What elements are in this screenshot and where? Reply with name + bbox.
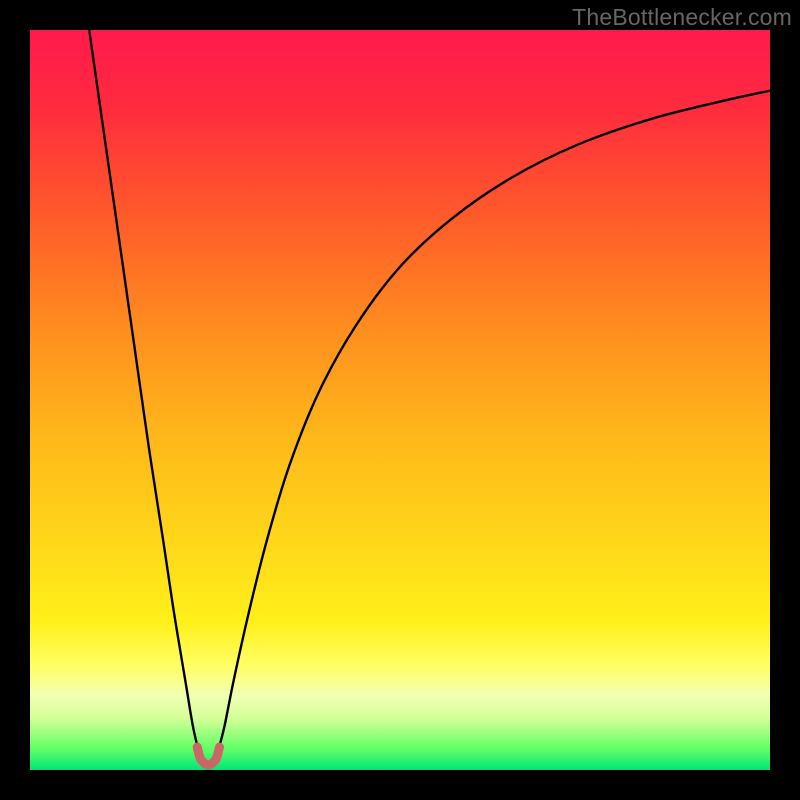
plot-frame [30, 30, 770, 770]
chart-svg [30, 30, 770, 770]
figure-root: TheBottlenecker.com [0, 0, 800, 800]
watermark-text: TheBottlenecker.com [572, 4, 792, 31]
